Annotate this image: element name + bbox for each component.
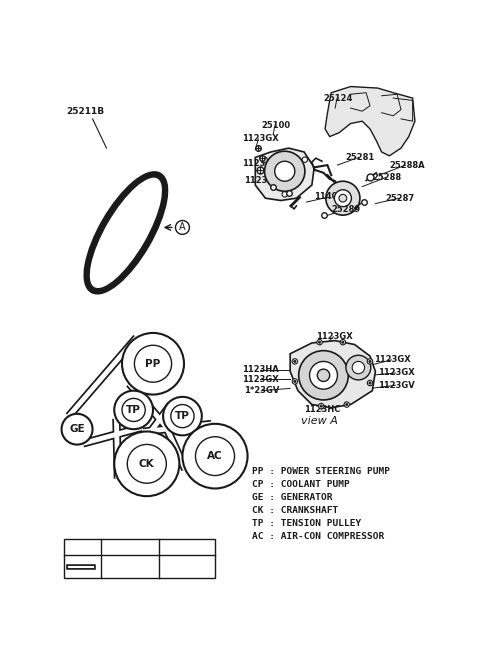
Polygon shape bbox=[325, 87, 415, 156]
Circle shape bbox=[317, 340, 323, 345]
Text: 25211B: 25211B bbox=[66, 106, 104, 116]
Text: TP: TP bbox=[175, 411, 190, 421]
Text: 1123HC: 1123HC bbox=[304, 405, 340, 415]
Bar bbox=[64, 539, 215, 578]
Circle shape bbox=[114, 432, 180, 496]
Text: GE : GENERATOR: GE : GENERATOR bbox=[252, 493, 333, 502]
Circle shape bbox=[339, 194, 347, 202]
Text: 25211B: 25211B bbox=[170, 562, 204, 572]
Text: 25-251A: 25-251A bbox=[111, 562, 149, 572]
Circle shape bbox=[318, 403, 324, 409]
Text: 25124: 25124 bbox=[324, 93, 353, 102]
Circle shape bbox=[134, 346, 172, 382]
Text: PP: PP bbox=[145, 359, 161, 369]
Circle shape bbox=[122, 398, 145, 422]
Circle shape bbox=[275, 161, 295, 181]
Text: 1123GX: 1123GX bbox=[374, 355, 410, 365]
Circle shape bbox=[326, 181, 360, 215]
Text: PP : POWER STEERING PUMP: PP : POWER STEERING PUMP bbox=[252, 467, 390, 476]
Circle shape bbox=[264, 151, 305, 191]
Text: GE: GE bbox=[69, 424, 85, 434]
Text: 1123HC: 1123HC bbox=[244, 176, 280, 185]
Circle shape bbox=[302, 157, 308, 162]
Circle shape bbox=[310, 361, 337, 389]
Circle shape bbox=[344, 402, 349, 407]
Text: 1123GV: 1123GV bbox=[378, 381, 415, 390]
Text: A: A bbox=[179, 223, 186, 233]
Text: CP : COOLANT PUMP: CP : COOLANT PUMP bbox=[252, 480, 350, 489]
Text: AC : AIR-CON COMPRESSOR: AC : AIR-CON COMPRESSOR bbox=[252, 532, 384, 541]
Text: 25289: 25289 bbox=[331, 205, 360, 214]
Text: CK : CRANKSHAFT: CK : CRANKSHAFT bbox=[252, 507, 338, 515]
Circle shape bbox=[195, 437, 235, 476]
Text: 1140FV: 1140FV bbox=[314, 192, 350, 201]
Circle shape bbox=[369, 360, 371, 363]
Circle shape bbox=[335, 190, 351, 207]
Circle shape bbox=[171, 405, 194, 428]
Circle shape bbox=[320, 405, 323, 407]
Text: 1*23GV: 1*23GV bbox=[244, 386, 279, 396]
Text: 1123HA: 1123HA bbox=[242, 159, 279, 168]
Circle shape bbox=[292, 378, 298, 384]
Circle shape bbox=[61, 414, 93, 445]
Circle shape bbox=[122, 333, 184, 395]
Circle shape bbox=[299, 351, 348, 400]
Text: 25281: 25281 bbox=[345, 153, 374, 162]
Text: 25288A: 25288A bbox=[389, 160, 425, 170]
Text: GROUP NO: GROUP NO bbox=[105, 543, 155, 551]
Text: 1123HA: 1123HA bbox=[242, 365, 279, 374]
Text: 1123GV: 1123GV bbox=[268, 168, 304, 177]
Circle shape bbox=[346, 403, 348, 406]
Text: AC: AC bbox=[207, 451, 223, 461]
Text: TP : TENSION PULLEY: TP : TENSION PULLEY bbox=[252, 520, 361, 528]
Polygon shape bbox=[255, 148, 314, 200]
Circle shape bbox=[367, 359, 372, 364]
Circle shape bbox=[342, 341, 344, 344]
Circle shape bbox=[367, 380, 372, 386]
Text: 25287: 25287 bbox=[385, 194, 415, 203]
Polygon shape bbox=[290, 340, 375, 407]
Ellipse shape bbox=[89, 177, 163, 289]
Text: PNC: PNC bbox=[178, 543, 197, 551]
Circle shape bbox=[127, 444, 167, 484]
Circle shape bbox=[182, 424, 248, 489]
Text: CK: CK bbox=[139, 459, 155, 469]
Text: 1123GX: 1123GX bbox=[378, 369, 415, 378]
Text: TP: TP bbox=[126, 405, 141, 415]
Circle shape bbox=[294, 360, 296, 363]
Circle shape bbox=[163, 397, 202, 436]
Circle shape bbox=[317, 369, 330, 382]
Circle shape bbox=[282, 192, 288, 197]
Circle shape bbox=[340, 340, 346, 345]
Circle shape bbox=[369, 382, 371, 384]
Circle shape bbox=[346, 355, 371, 380]
Text: 1123GX: 1123GX bbox=[242, 135, 279, 143]
Circle shape bbox=[352, 361, 365, 374]
Circle shape bbox=[318, 341, 321, 344]
Circle shape bbox=[262, 157, 267, 162]
Text: view A: view A bbox=[301, 417, 338, 426]
Text: 1123GX: 1123GX bbox=[316, 332, 352, 341]
Text: 25288: 25288 bbox=[372, 173, 401, 182]
Circle shape bbox=[294, 380, 296, 382]
Text: 1123GX: 1123GX bbox=[242, 374, 279, 384]
Circle shape bbox=[292, 359, 298, 364]
Text: 25100: 25100 bbox=[262, 120, 290, 129]
Circle shape bbox=[114, 391, 153, 429]
